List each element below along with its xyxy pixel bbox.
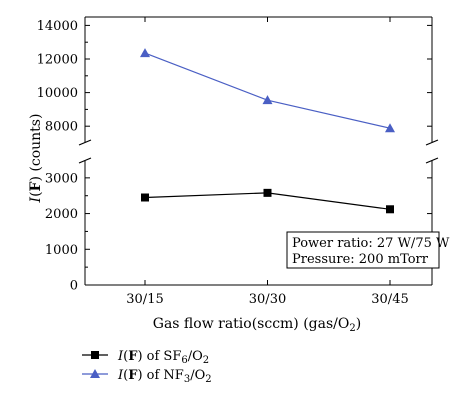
series-2 [140, 48, 395, 133]
annotation-line-1: Power ratio: 27 W/75 W [292, 236, 450, 251]
x-tick-label: 30/45 [371, 292, 408, 307]
annotation-border [286, 231, 440, 269]
y-tick-label: 3000 [45, 171, 78, 186]
y-tick-label: 8000 [45, 120, 78, 135]
data-point-triangle [385, 123, 395, 133]
y-axis-title: I(F) (counts) [28, 114, 44, 204]
legend-label-nf3: I(F) of NF3/O2 [117, 368, 212, 385]
axis-break-mark [78, 157, 92, 164]
annotation-line-2: Pressure: 200 mTorr [292, 252, 429, 267]
x-axis-ticks: 30/15 30/30 30/45 [126, 17, 409, 307]
x-tick-label: 30/15 [126, 292, 163, 307]
y-tick-label: 10000 [37, 86, 78, 101]
legend-marker-square [91, 351, 99, 359]
data-point-triangle [262, 95, 273, 105]
data-point-square [386, 205, 394, 214]
y-tick-label: 0 [70, 279, 78, 294]
data-point-square [141, 193, 149, 202]
y-axis-ticks: 0 1000 2000 3000 8000 10000 12000 14000 [37, 19, 432, 294]
y-tick-label: 2000 [45, 207, 78, 222]
annotation-box: Power ratio: 27 W/75 W Pressure: 200 mTo… [286, 231, 450, 269]
x-tick-label: 30/30 [249, 292, 286, 307]
data-point-triangle [140, 48, 150, 58]
legend-label-sf6: I(F) of SF6/O2 [117, 349, 209, 366]
data-point-square [263, 188, 272, 197]
series-layer [140, 48, 395, 214]
axis-break-mark [78, 139, 92, 146]
series-1 [141, 188, 394, 214]
x-axis-title: Gas flow ratio(sccm) (gas/O2) [153, 316, 361, 334]
legend-marker-triangle [90, 369, 100, 378]
plot-frame [78, 16, 439, 286]
y-tick-label: 1000 [45, 243, 78, 258]
y-tick-label: 12000 [37, 53, 78, 68]
axis-break-mark [425, 157, 439, 164]
y-tick-label: 14000 [37, 19, 78, 34]
axis-break-mark [425, 139, 439, 146]
